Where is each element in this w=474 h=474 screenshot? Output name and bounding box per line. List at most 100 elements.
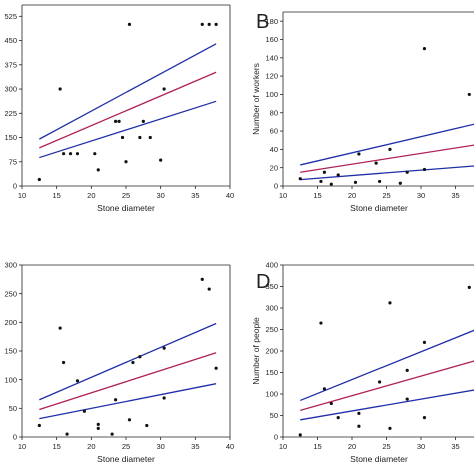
fitted-line	[39, 71, 217, 149]
x-tick-label: 35	[451, 442, 459, 451]
y-tick-label: 300	[265, 304, 278, 313]
x-tick-label: 10	[279, 191, 287, 200]
regression-lines	[300, 329, 474, 421]
data-point	[62, 360, 66, 365]
data-point	[467, 92, 471, 97]
data-point	[162, 346, 166, 350]
x-tick-label: 30	[156, 191, 164, 200]
x-axis-title: Stone diameter	[97, 454, 155, 464]
x-tick-label: 25	[122, 191, 130, 200]
data-point	[114, 398, 118, 402]
upper-confidence-line	[39, 322, 217, 401]
y-tick-label: 200	[4, 318, 17, 327]
x-tick-label: 40	[226, 442, 234, 451]
data-point	[127, 22, 132, 26]
data-point	[422, 416, 427, 420]
x-tick-label: 15	[52, 442, 60, 451]
y-tick-label: 50	[270, 411, 278, 420]
y-tick-label: 225	[4, 109, 17, 118]
lower-confidence-line	[39, 383, 217, 420]
y-tick-label: 150	[4, 347, 17, 356]
data-point	[298, 433, 302, 437]
x-tick-label: 10	[279, 442, 287, 451]
data-point	[319, 321, 323, 325]
y-tick-label: 0	[13, 433, 17, 442]
y-tick-label: 50	[9, 404, 17, 413]
x-tick-label: 15	[313, 442, 321, 451]
data-point	[96, 422, 100, 426]
data-points	[298, 47, 471, 186]
chart-panel-1: 10 15 20 25 30 35 40 0 75 150 225 300 375 450 525 Stone…	[4, 4, 234, 213]
data-point	[374, 161, 378, 165]
x-tick-label: 35	[191, 442, 199, 451]
x-tick-label: 15	[52, 191, 60, 200]
data-point	[93, 152, 97, 156]
data-point	[357, 411, 361, 415]
regression-lines	[39, 322, 217, 420]
y-tick-label: 0	[274, 182, 278, 191]
data-point	[124, 160, 128, 164]
data-point	[329, 401, 333, 406]
y-tick-label: 200	[265, 347, 278, 356]
data-point	[467, 285, 471, 289]
y-tick-label: 80	[270, 108, 278, 117]
x-tick-label: 20	[348, 442, 356, 451]
data-point	[200, 22, 204, 26]
data-point	[141, 119, 145, 123]
data-point	[131, 360, 135, 365]
upper-confidence-line	[300, 329, 474, 402]
x-axis-title: Stone diameter	[350, 203, 408, 213]
data-point	[422, 167, 427, 172]
data-point	[120, 135, 125, 140]
y-tick-label: 120	[265, 72, 278, 81]
data-point	[378, 380, 382, 384]
lower-confidence-line	[300, 165, 474, 181]
data-point	[322, 170, 326, 174]
y-axis-title: Number of workers	[251, 63, 261, 135]
x-tick-label: 40	[226, 191, 234, 200]
y-tick-label: 160	[265, 35, 278, 44]
y-tick-label: 0	[13, 182, 17, 191]
data-point	[162, 87, 166, 91]
data-point	[357, 424, 361, 428]
data-point	[37, 423, 41, 428]
x-axis-title: Stone diameter	[350, 454, 408, 464]
panel-letter: B	[256, 11, 269, 33]
regression-lines	[300, 123, 474, 181]
x-tick-label: 30	[417, 191, 425, 200]
data-point	[114, 119, 118, 123]
y-tick-label: 100	[265, 390, 278, 399]
data-point	[353, 180, 358, 184]
data-point	[68, 152, 73, 156]
fitted-line	[39, 352, 217, 411]
x-tick-label: 10	[18, 191, 26, 200]
y-tick-label: 140	[265, 53, 278, 62]
y-tick-label: 180	[265, 17, 278, 26]
data-point	[398, 181, 402, 185]
y-tick-label: 20	[270, 163, 278, 172]
y-tick-label: 300	[4, 261, 17, 270]
y-tick-label: 375	[4, 60, 17, 69]
x-tick-label: 25	[382, 191, 390, 200]
lower-confidence-line	[300, 389, 474, 421]
data-point	[138, 135, 142, 140]
x-tick-label: 20	[87, 191, 95, 200]
data-point	[405, 170, 409, 174]
y-tick-label: 350	[265, 282, 278, 291]
data-point	[336, 173, 340, 177]
chart-panel-2: 10 15 20 25 30 35 0 20 40 60 80 100 120 140 160 180 Ston…	[251, 11, 474, 213]
data-point	[75, 379, 80, 383]
x-tick-label: 25	[382, 442, 390, 451]
x-tick-label: 10	[18, 442, 26, 451]
x-tick-label: 20	[87, 442, 95, 451]
data-point	[422, 340, 427, 344]
regression-lines	[39, 43, 217, 159]
data-point	[298, 177, 302, 181]
x-tick-label: 30	[417, 442, 425, 451]
data-point	[388, 426, 392, 430]
data-points	[37, 22, 218, 182]
data-point	[322, 387, 326, 391]
y-tick-label: 300	[4, 85, 17, 94]
data-point	[62, 152, 66, 156]
data-point	[319, 179, 323, 184]
